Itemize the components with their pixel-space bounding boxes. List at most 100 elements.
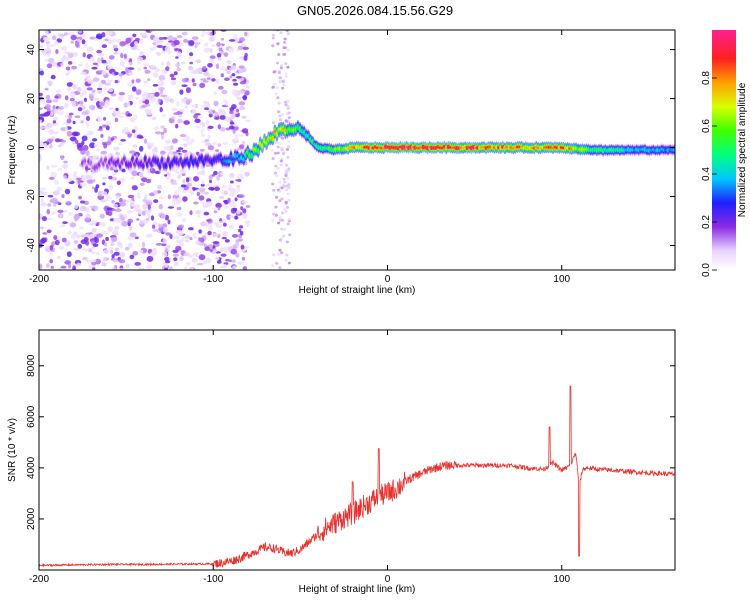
spectrogram-speckle [280,146,284,150]
spectrogram-speckle [133,132,138,139]
spectrogram-speckle [208,179,213,184]
spectrogram-speckle [125,67,129,73]
spectrogram-speckle [100,79,107,85]
spectrogram-speckle [66,251,72,258]
spectrogram-speckle [39,44,44,48]
spectrogram-speckle [207,230,212,236]
spectrogram-speckle [79,200,86,204]
spectrogram-speckle [113,52,118,55]
spectrogram-speckle [69,92,76,98]
spectrogram-speckle [127,218,134,224]
spectrogram-speckle [212,241,220,244]
spectrogram-speckle [214,186,220,192]
spectrogram-speckle [205,219,212,222]
spectrogram-speckle [176,67,182,72]
spectrogram-speckle [69,222,77,228]
spectrogram-speckle [277,110,281,114]
spectrogram-speckle [172,253,179,257]
spectrogram-ridge-cell [229,154,233,158]
spectrogram-speckle [244,31,248,37]
spectrogram-speckle [175,245,182,251]
spectrogram-speckle [172,197,176,202]
spectrogram-speckle [168,150,174,155]
spectrogram-speckle [221,236,227,240]
spectrogram-speckle [115,195,121,199]
spectrogram-speckle [82,256,87,261]
spectrogram-speckle [203,47,211,53]
spectrogram-speckle [271,44,275,48]
spectrogram-speckle [64,188,71,195]
spectrogram-speckle [284,103,288,107]
spectrogram-speckle [86,87,93,91]
spectrogram-speckle [39,98,46,104]
spectrogram-speckle [80,120,84,123]
spectrogram-speckle [78,195,82,200]
spectrogram-speckle [52,105,56,110]
spectrogram-speckle [222,264,228,269]
spectrogram-speckle [286,104,291,108]
spectrogram-speckle [175,123,179,129]
spectrogram-speckle [89,259,97,263]
spectrogram-speckle [240,244,245,250]
spectrogram-speckle [105,125,110,131]
spectrogram-speckle [271,182,275,186]
spectrogram-speckle [206,77,211,81]
spectrogram-speckle [80,239,87,245]
spectrogram-speckle [207,145,215,151]
spectrogram-speckle [66,177,73,183]
spectrogram-speckle [64,260,72,265]
spectrogram-speckle [175,212,183,217]
spectrogram-speckle [175,56,179,59]
spectrogram-speckle [53,179,60,186]
spectrogram-speckle [101,191,108,197]
spectrogram-speckle [46,229,52,234]
spectrogram-speckle [164,256,170,262]
spectrogram-speckle [127,133,132,138]
spectrogram-speckle [232,140,240,144]
spectrogram-speckle [286,65,290,69]
spectrogram-speckle [168,266,173,270]
spectrogram-speckle [63,57,70,61]
spectrogram-speckle [205,120,210,126]
spectrogram-speckle [287,183,291,187]
spectrogram-speckle [128,72,134,76]
spectrogram-speckle [287,116,291,120]
spectrogram-speckle [159,106,163,113]
spectrogram-speckle [103,242,108,247]
spectrogram-speckle [204,138,210,142]
spectrogram-speckle [200,183,205,187]
spectrogram-speckle [77,178,81,185]
spectrogram-speckle [240,77,245,81]
spectrogram-speckle [78,63,83,67]
spectrogram-speckle [139,145,144,152]
spectrogram-speckle [213,210,218,214]
spectrogram-speckle [220,253,227,257]
spectrogram-speckle [66,118,72,124]
spectrogram-speckle [131,129,136,134]
spectrogram-speckle [177,232,184,236]
spectrogram-speckle [191,36,199,40]
spectrogram-speckle [39,155,42,161]
spectrogram-speckle [110,93,117,97]
spectrogram-speckle [189,52,194,57]
spectrogram-speckle [172,138,178,144]
spectrogram-speckle [122,199,127,203]
spectrogram-speckle [277,71,281,74]
spectrogram-speckle [77,147,84,152]
spectrogram-speckle [43,142,48,148]
spectrogram-speckle [203,243,208,247]
spectrogram-speckle [74,115,81,119]
colorbar-tick-label: 0.8 [701,71,712,85]
spectrogram-y-axis: -40 -20 0 20 40 [26,44,675,253]
spectrogram-speckle [237,45,243,50]
spectrogram-speckle [230,202,237,208]
spectrogram-speckle [135,89,142,95]
spectrogram-speckle [212,232,219,237]
spectrogram-speckle [91,251,96,255]
spectrogram-speckle [280,251,284,255]
spectrogram-speckle [245,222,250,228]
spectrogram-speckle [231,234,239,238]
spectrogram-speckle [62,221,68,225]
spectrogram-speckle [205,257,212,264]
spectrogram-speckle [281,211,285,215]
